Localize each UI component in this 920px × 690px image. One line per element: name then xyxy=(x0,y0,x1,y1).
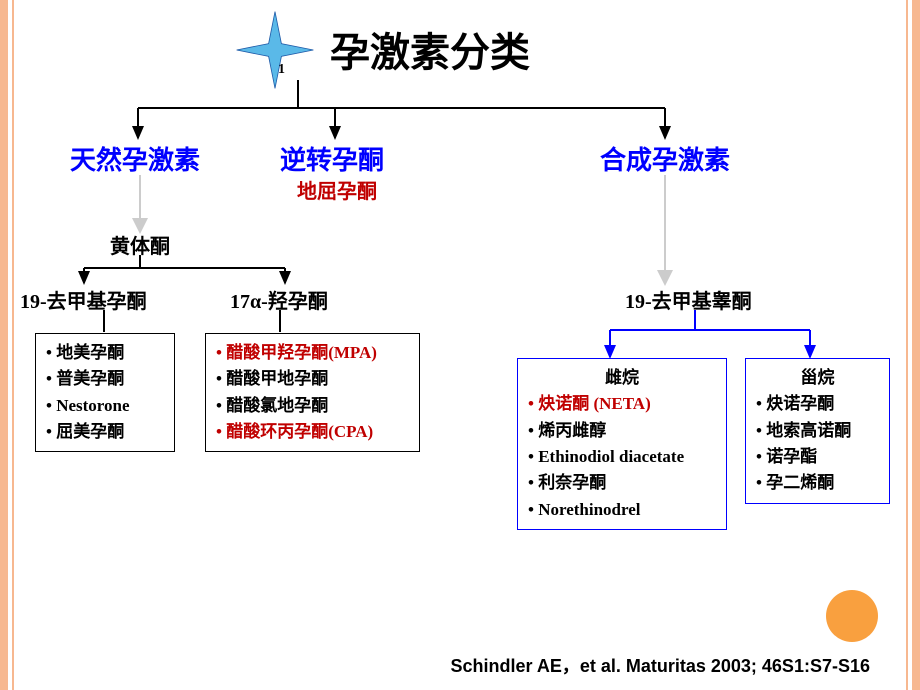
box-item: • 屈美孕酮 xyxy=(46,419,164,445)
box-item: • 利奈孕酮 xyxy=(528,470,716,496)
box-item: • 醋酸环丙孕酮(CPA) xyxy=(216,419,409,445)
border-inner xyxy=(908,0,912,690)
box-item: • 诺孕酯 xyxy=(756,444,879,470)
slide-border-right xyxy=(906,0,920,690)
box-item: • 醋酸氯地孕酮 xyxy=(216,393,409,419)
node-l2-c: 19-去甲基睾酮 xyxy=(625,285,752,314)
box-item: • 孕二烯酮 xyxy=(756,470,879,496)
orange-dot-icon xyxy=(826,590,878,642)
star-number: 1 xyxy=(278,62,285,78)
box-gonane: 甾烷• 炔诺孕酮• 地索高诺酮• 诺孕酯• 孕二烯酮 xyxy=(745,358,890,504)
box-item: • Norethinodrel xyxy=(528,497,716,523)
box-item: • 醋酸甲地孕酮 xyxy=(216,366,409,392)
box-17a-hydroxy: • 醋酸甲羟孕酮(MPA)• 醋酸甲地孕酮• 醋酸氯地孕酮• 醋酸环丙孕酮(CP… xyxy=(205,333,420,452)
box-item: • 普美孕酮 xyxy=(46,366,164,392)
slide-border-left xyxy=(0,0,14,690)
node-retro-sub: 地屈孕酮 xyxy=(297,175,377,204)
node-l2-b: 17α-羟孕酮 xyxy=(230,285,328,314)
border-inner xyxy=(8,0,12,690)
node-retro: 逆转孕酮 xyxy=(280,140,384,177)
box-item: • 烯丙雌醇 xyxy=(528,418,716,444)
box-item: • Nestorone xyxy=(46,393,164,419)
box-item: • 炔诺酮 (NETA) xyxy=(528,391,716,417)
box-item: • 地索高诺酮 xyxy=(756,418,879,444)
slide-title: 孕激素分类 xyxy=(330,20,530,78)
box-header: 雌烷 xyxy=(528,365,716,391)
box-item: • 醋酸甲羟孕酮(MPA) xyxy=(216,340,409,366)
box-header: 甾烷 xyxy=(756,365,879,391)
star-icon xyxy=(235,10,315,90)
node-synthetic: 合成孕激素 xyxy=(600,140,730,177)
box-item: • Ethinodiol diacetate xyxy=(528,444,716,470)
box-item: • 炔诺孕酮 xyxy=(756,391,879,417)
node-huangtitong: 黄体酮 xyxy=(110,230,170,259)
box-19-normethyl-pregnenone: • 地美孕酮• 普美孕酮• Nestorone• 屈美孕酮 xyxy=(35,333,175,452)
citation: Schindler AE，et al. Maturitas 2003; 46S1… xyxy=(450,652,870,678)
box-estrane: 雌烷• 炔诺酮 (NETA)• 烯丙雌醇• Ethinodiol diaceta… xyxy=(517,358,727,530)
box-item: • 地美孕酮 xyxy=(46,340,164,366)
node-l2-a: 19-去甲基孕酮 xyxy=(20,285,147,314)
node-natural: 天然孕激素 xyxy=(70,140,200,177)
